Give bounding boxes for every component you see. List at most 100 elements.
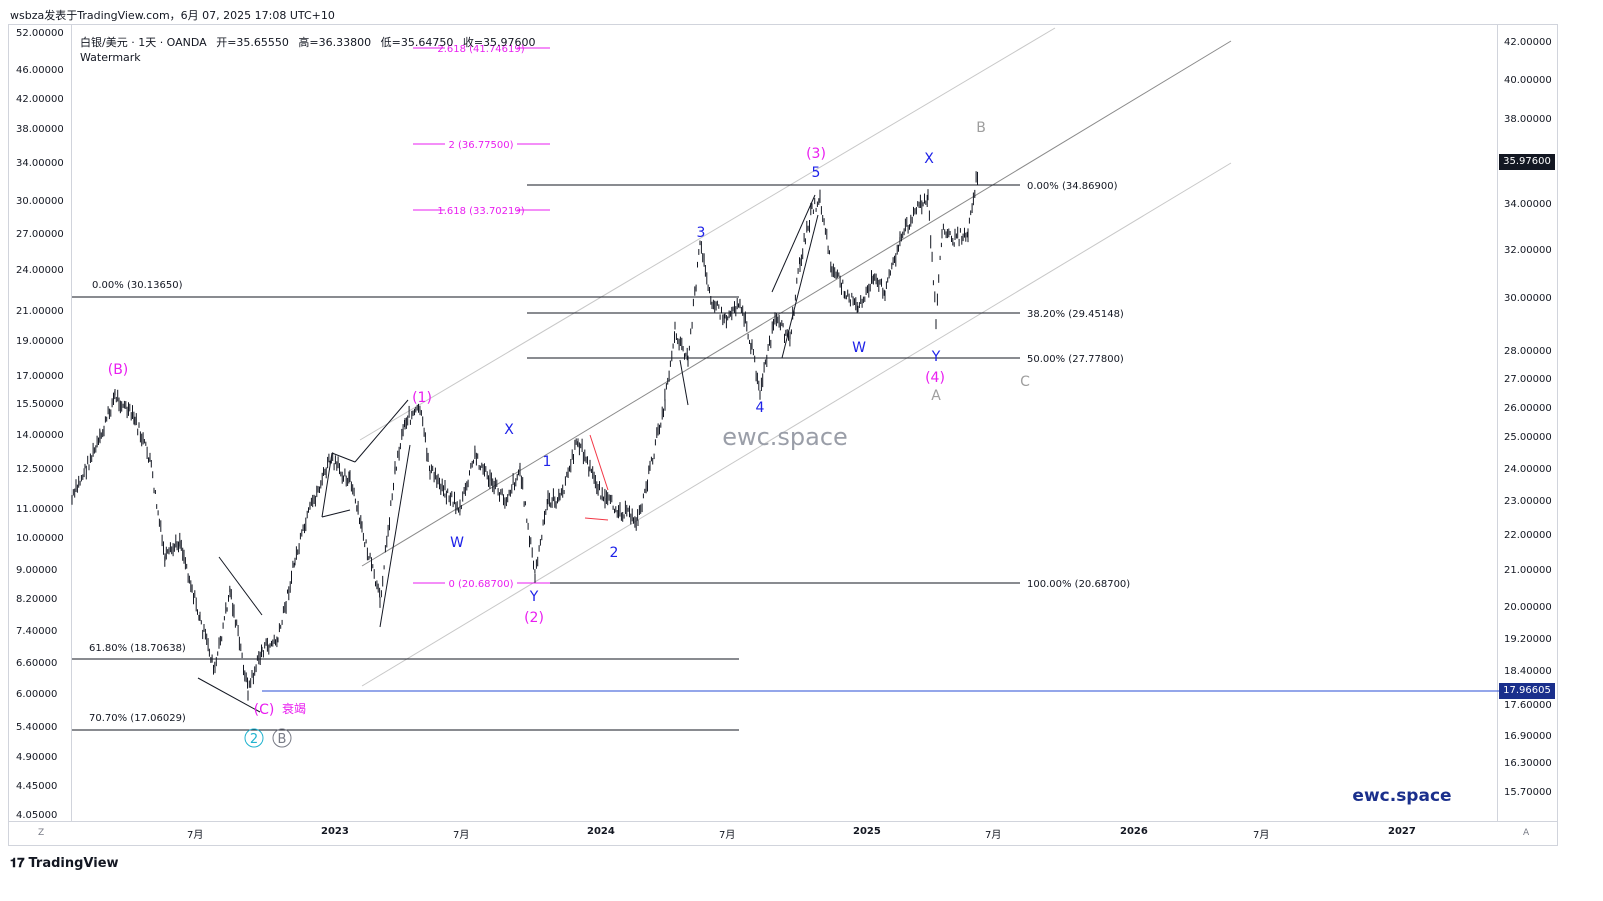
high-value: 高=36.33800: [298, 36, 372, 49]
last-price-tag: 35.97600: [1499, 154, 1555, 170]
auto-scale-right-button[interactable]: A: [1523, 828, 1530, 838]
tradingview-logo-icon: 𝟏𝟕: [10, 856, 25, 871]
wave-label-C: (C): [254, 702, 275, 718]
left-axis-tick: 24.00000: [16, 265, 64, 276]
circled-label-ring: [272, 728, 292, 748]
red-triangle-line: [589, 434, 609, 491]
fib-retracement-label: 61.80% (18.70638): [89, 643, 186, 654]
left-axis-tick: 6.00000: [16, 689, 58, 700]
left-axis-tick: 5.40000: [16, 722, 58, 733]
right-axis-tick: 22.00000: [1504, 530, 1552, 541]
auto-scale-left-button[interactable]: Z: [38, 828, 45, 838]
wave-label-1: 1: [543, 454, 552, 470]
wave-label-C: C: [1020, 374, 1030, 390]
wave-label-A: A: [931, 388, 941, 404]
right-axis-tick: 15.70000: [1504, 787, 1552, 798]
wave-label-W: W: [450, 535, 464, 551]
left-axis-tick: 6.60000: [16, 658, 58, 669]
wave-label-X: X: [924, 151, 934, 167]
fib-retracement-label: 0.00% (34.86900): [1027, 181, 1118, 192]
wave-label-4: 4: [756, 400, 765, 416]
left-axis-tick: 12.50000: [16, 464, 64, 475]
wave-label-4: (4): [925, 370, 945, 386]
left-axis-tick: 7.40000: [16, 626, 58, 637]
left-axis-tick: 17.00000: [16, 371, 64, 382]
wave-label-B: (B): [108, 362, 129, 378]
pattern-lines: [197, 194, 819, 713]
circled-label-ring: [244, 728, 264, 748]
right-axis-tick: 34.00000: [1504, 199, 1552, 210]
time-axis[interactable]: [8, 821, 1558, 846]
triangle-line: [321, 452, 333, 518]
right-axis-tick: 25.00000: [1504, 432, 1552, 443]
time-axis-tick: 2023: [321, 826, 349, 837]
triangle-line: [321, 509, 351, 518]
wave-label-Y: Y: [529, 589, 539, 605]
wedge-line: [197, 677, 261, 713]
corner-watermark: ewc.space: [1352, 786, 1451, 806]
right-axis-tick: 26.00000: [1504, 403, 1552, 414]
left-axis-tick: 52.00000: [16, 28, 64, 39]
fib-retracement-label: 38.20% (29.45148): [1027, 309, 1124, 320]
right-axis-tick: 17.60000: [1504, 700, 1552, 711]
time-axis-tick: 7月: [1253, 830, 1270, 841]
wave-label-3: (3): [806, 146, 826, 162]
right-price-axis[interactable]: [1497, 24, 1558, 822]
left-axis-tick: 4.45000: [16, 781, 58, 792]
fib-extension-label: 0 (20.68700): [448, 579, 513, 590]
close-value: 收=35.97600: [462, 36, 536, 49]
wave-label-1: (1): [412, 390, 432, 406]
symbol-label: 白银/美元 · 1天 · OANDA: [80, 36, 207, 49]
left-axis-tick: 19.00000: [16, 336, 64, 347]
fib-retracement-label: 50.00% (27.77800): [1027, 354, 1124, 365]
left-axis-tick: 10.00000: [16, 533, 64, 544]
fib-lines: [72, 47, 1500, 731]
channel-mid-line: [361, 40, 1232, 567]
right-axis-tick: 21.00000: [1504, 565, 1552, 576]
tradingview-logo-text: TradingView: [28, 856, 119, 871]
right-axis-tick: 23.00000: [1504, 496, 1552, 507]
fib-extension-label: 1.618 (33.70219): [437, 206, 524, 217]
wave-label-5: 5: [812, 165, 821, 181]
wave-label-3: 3: [697, 225, 706, 241]
time-axis-tick: 2026: [1120, 826, 1148, 837]
watermark-label: Watermark: [80, 51, 141, 64]
left-axis-tick: 14.00000: [16, 430, 64, 441]
right-axis-tick: 24.00000: [1504, 464, 1552, 475]
wave-label-Y: Y: [931, 349, 941, 365]
fib-extension-label: 2.618 (41.74619): [437, 44, 524, 55]
right-axis-tick: 27.00000: [1504, 374, 1552, 385]
right-axis-tick: 32.00000: [1504, 245, 1552, 256]
wedge-line: [679, 359, 689, 406]
left-axis-tick: 46.00000: [16, 65, 64, 76]
left-axis-tick: 15.50000: [16, 399, 64, 410]
symbol-info: 白银/美元 · 1天 · OANDA 开=35.65550 高=36.33800…: [80, 34, 542, 50]
tradingview-logo[interactable]: 𝟏𝟕 TradingView: [10, 856, 119, 871]
time-axis-tick: 7月: [719, 830, 736, 841]
circled-wave-label-2: 2: [250, 732, 258, 747]
channel-lines: [359, 27, 1232, 687]
red-triangle-line: [584, 517, 609, 521]
right-axis-tick: 40.00000: [1504, 75, 1552, 86]
publish-header: wsbza发表于TradingView.com，6月 07, 2025 17:0…: [10, 9, 335, 22]
impulse-line: [354, 399, 409, 463]
left-axis-tick: 4.05000: [16, 810, 58, 821]
fib-extension-label: 2 (36.77500): [448, 140, 513, 151]
center-watermark: ewc.space: [722, 423, 848, 451]
open-value: 开=35.65550: [216, 36, 289, 49]
triangle-line: [331, 452, 356, 463]
wedge-line: [771, 194, 816, 293]
right-axis-tick: 30.00000: [1504, 293, 1552, 304]
right-axis-tick: 42.00000: [1504, 37, 1552, 48]
wave-label-2: (2): [524, 610, 544, 626]
time-axis-tick: 7月: [187, 830, 204, 841]
right-axis-tick: 20.00000: [1504, 602, 1552, 613]
right-axis-tick: 16.30000: [1504, 758, 1552, 769]
wave-label-2: 2: [610, 545, 619, 561]
wave-label-X: X: [504, 422, 514, 438]
time-axis-tick: 2027: [1388, 826, 1416, 837]
left-price-axis[interactable]: [8, 24, 72, 822]
right-axis-tick: 19.20000: [1504, 634, 1552, 645]
fib-retracement-label: 100.00% (20.68700): [1027, 579, 1130, 590]
